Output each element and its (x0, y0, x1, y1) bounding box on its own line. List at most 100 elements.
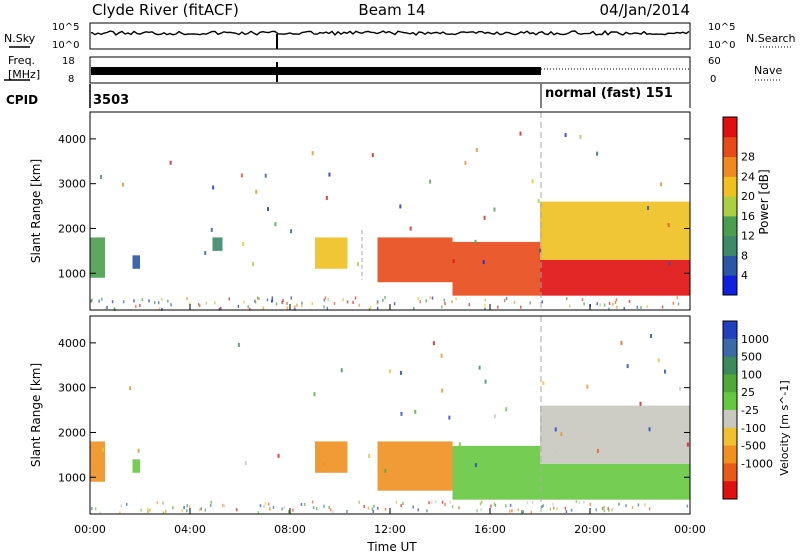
velocity-speckle (583, 500, 585, 504)
velocity-speckle (508, 509, 511, 513)
velocity-speckle (554, 449, 557, 454)
velocity-range-ticks: 1000 2000 3000 4000 (58, 337, 690, 484)
velocity-speckle (618, 502, 620, 506)
velocity-speckle (311, 500, 314, 504)
velocity-speckle (272, 505, 275, 509)
velocity-colorbar-frame (722, 320, 738, 500)
power-speckle (429, 179, 432, 184)
power-speckle (161, 307, 163, 311)
velocity-speckle (313, 392, 316, 397)
power-speckle (484, 303, 486, 307)
velocity-speckle (137, 448, 140, 453)
velocity-speckle (553, 506, 555, 510)
velocity-speckle (340, 368, 343, 373)
power-speckle (672, 301, 675, 305)
velocity-speckle (162, 501, 164, 505)
power-speckle (623, 307, 625, 311)
velocity-speckle (292, 508, 295, 512)
power-colorbar-frame (722, 116, 738, 296)
velocity-speckle (625, 504, 627, 508)
power-speckle (121, 182, 124, 187)
velocity-speckle (389, 369, 392, 374)
velocity-speckle (277, 453, 280, 458)
velocity-speckle (147, 510, 149, 514)
power-speckle (342, 298, 344, 302)
power-speckle (301, 301, 303, 305)
velocity-speckle (120, 504, 122, 508)
sky-tick-high-right: 10^5 (708, 22, 735, 33)
velocity-speckle (371, 507, 374, 511)
velocity-speckle (269, 507, 271, 511)
power-speckle (484, 298, 487, 302)
velocity-speckle (541, 504, 543, 508)
velocity-colorbar-swatch (723, 427, 737, 447)
velocity-speckle (542, 381, 545, 386)
velocity-speckle (644, 503, 646, 507)
power-speckle (254, 299, 256, 303)
time-tick-label: 08:00 (274, 523, 306, 536)
power-colorbar-swatch (723, 235, 737, 256)
velocity-speckle (686, 442, 689, 447)
power-colorbar-tick: 16 (741, 210, 755, 223)
time-tick-label: 12:00 (374, 523, 406, 536)
velocity-speckle (511, 509, 513, 513)
velocity-speckle (434, 500, 437, 504)
power-speckle (275, 302, 278, 306)
power-speckle (368, 307, 371, 311)
velocity-speckle (686, 504, 689, 508)
velocity-speckle (186, 504, 189, 508)
power-speckle (212, 185, 215, 190)
velocity-speckle (281, 507, 283, 511)
power-heatmap (90, 201, 690, 296)
velocity-ytick-label: 1000 (58, 471, 86, 484)
velocity-speckle (648, 427, 651, 432)
power-speckle (141, 298, 144, 302)
velocity-ytick-label: 3000 (58, 382, 86, 395)
power-speckle (354, 296, 357, 300)
velocity-speckle (263, 504, 265, 508)
velocity-speckle (657, 358, 660, 363)
power-speckle (255, 189, 258, 194)
velocity-colorbar-swatch (723, 356, 737, 375)
velocity-speckle (328, 505, 330, 509)
power-colorbar-swatch (723, 275, 737, 296)
sky-strip-frame (89, 22, 691, 50)
velocity-speckle (147, 507, 149, 511)
power-region-6 (540, 259, 690, 296)
power-speckle (429, 296, 431, 300)
power-speckle (135, 304, 137, 308)
velocity-speckle (451, 505, 454, 509)
power-colorbar-swatch (723, 136, 737, 158)
velocity-speckle (522, 510, 525, 514)
velocity-speckle (426, 509, 428, 513)
power-speckle (419, 300, 422, 304)
power-speckle (464, 160, 467, 165)
power-speckle (301, 304, 303, 308)
velocity-speckle (480, 508, 482, 512)
velocity-speckle (372, 509, 375, 513)
velocity-colorbar-swatch (723, 321, 737, 340)
power-speckle (455, 297, 457, 301)
velocity-region-1 (132, 459, 140, 473)
power-speckle (677, 302, 680, 306)
velocity-speckle (620, 340, 623, 345)
power-speckle (148, 299, 150, 303)
velocity-colorbar-tick: -1000 (741, 457, 773, 470)
velocity-colorbar-swatch (723, 445, 737, 464)
power-colorbar: 4 8 12 16 20 24 28 (722, 116, 755, 296)
velocity-speckle (315, 507, 318, 511)
power-ytick-label: 3000 (58, 178, 86, 191)
velocity-speckle (259, 504, 262, 508)
freq-tick-low: 8 (68, 74, 74, 85)
power-speckle (352, 300, 354, 304)
power-colorbar-tick: 8 (741, 249, 748, 262)
velocity-colorbar-swatch (723, 410, 737, 429)
power-speckle (441, 305, 443, 309)
velocity-speckle (323, 461, 326, 466)
power-speckle (596, 151, 599, 156)
velocity-range-axis-label: Slant Range [km] (29, 363, 43, 467)
velocity-speckle (165, 509, 167, 513)
velocity-speckle (236, 508, 238, 512)
velocity-speckle (414, 409, 417, 414)
power-speckle (529, 301, 531, 305)
